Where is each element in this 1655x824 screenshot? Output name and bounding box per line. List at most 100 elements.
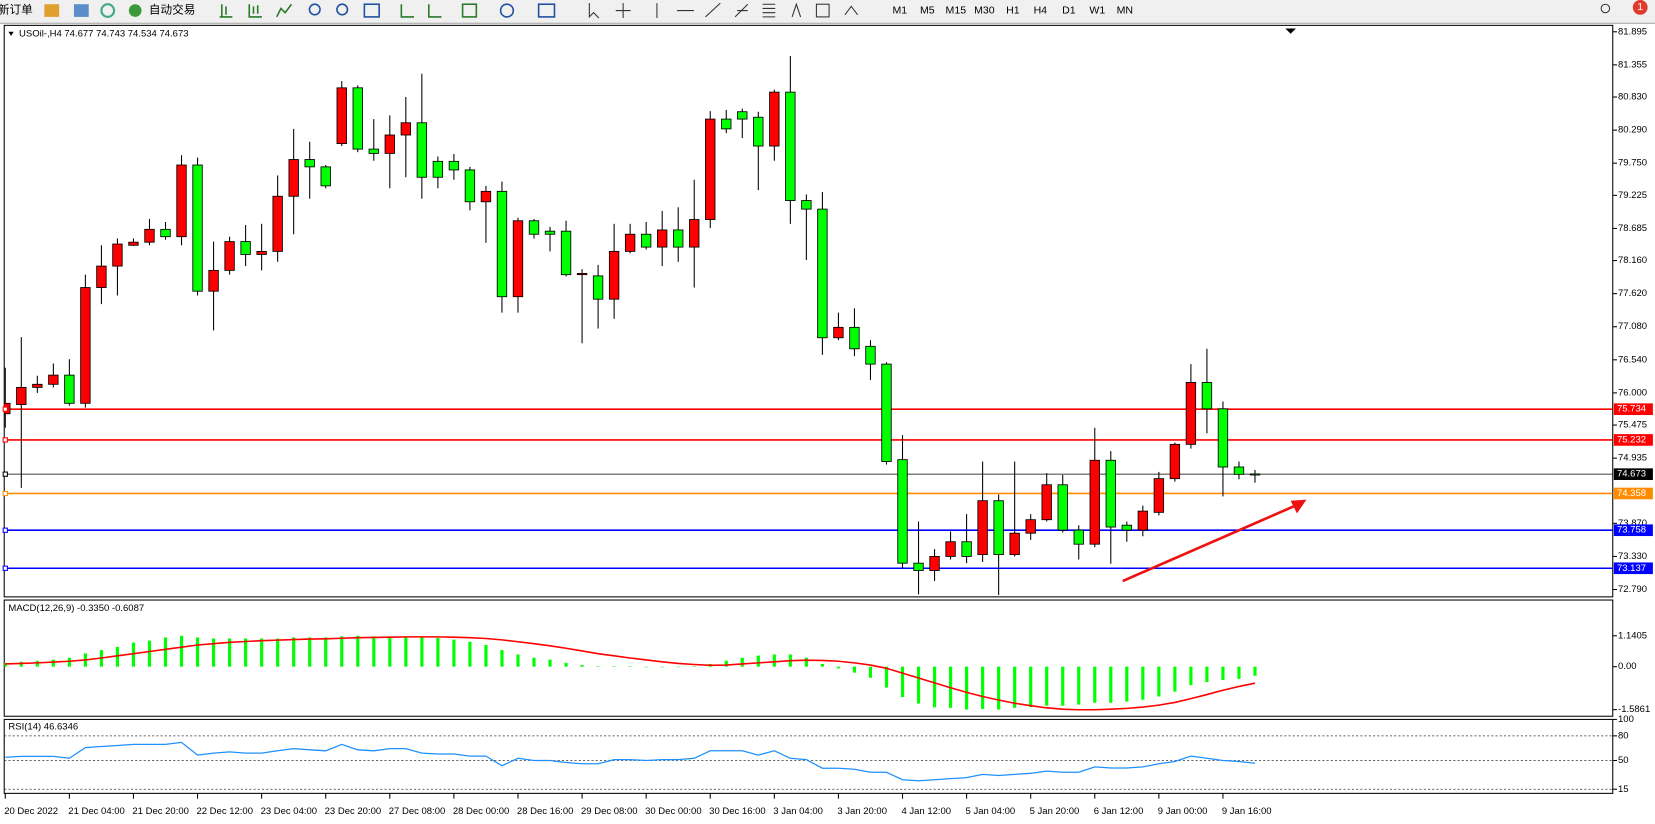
candle-body <box>480 190 492 203</box>
x-tick-label: 29 Dec 08:00 <box>581 806 638 817</box>
candle-body <box>1233 466 1245 475</box>
timeframe-button[interactable]: M1 <box>893 4 908 16</box>
icon[interactable] <box>762 3 776 18</box>
timeframe-button[interactable]: M30 <box>974 4 995 16</box>
macd-bar <box>1189 666 1193 686</box>
icon[interactable] <box>336 3 349 16</box>
macd-bar <box>676 666 680 668</box>
price-level-tag <box>1613 487 1653 500</box>
macd-bar <box>420 636 424 667</box>
candle-body <box>592 275 604 300</box>
macd-bar <box>981 666 985 709</box>
y-tick-label: 15 <box>1618 784 1629 795</box>
main-panel <box>3 24 1614 598</box>
timeframe-button[interactable]: M15 <box>946 4 967 16</box>
icon[interactable] <box>791 2 802 18</box>
y-tick-label: 73.330 <box>1618 551 1647 562</box>
candle-body <box>112 243 123 267</box>
timeframe-button[interactable]: H4 <box>1034 4 1048 16</box>
icon[interactable] <box>363 3 380 18</box>
candle-body <box>192 164 203 292</box>
auto-trading-button[interactable]: 自动交易 <box>149 3 195 17</box>
macd-bar <box>900 666 905 698</box>
rsi-panel <box>3 718 1614 794</box>
x-tick-label: 21 Dec 04:00 <box>68 806 125 817</box>
candle-body <box>1217 408 1229 468</box>
icon[interactable] <box>400 4 415 18</box>
candle-body <box>624 233 636 252</box>
macd-bar <box>740 657 744 667</box>
candle-body <box>144 228 155 243</box>
y-tick-label: 72.790 <box>1618 584 1647 595</box>
macd-bar <box>1109 666 1113 703</box>
timeframe-button[interactable]: D1 <box>1062 4 1076 16</box>
candle-body <box>544 230 556 235</box>
x-tick-label: 5 Jan 04:00 <box>966 806 1016 817</box>
candle-body <box>657 229 668 248</box>
toolbar: 新订单 自动交易 <box>0 0 1655 24</box>
search-icon[interactable] <box>1600 3 1611 14</box>
y-tick-label: 80.290 <box>1618 125 1647 136</box>
icon[interactable] <box>73 4 89 17</box>
candle-body <box>785 91 796 201</box>
candle-body <box>945 541 956 557</box>
icon[interactable] <box>428 4 442 18</box>
macd-title: MACD(12,26,9) -0.3350 -0.6087 <box>8 603 144 614</box>
x-tick-label: 3 Jan 04:00 <box>773 806 823 817</box>
macd-plot <box>4 635 1257 711</box>
auto-trading-icon[interactable] <box>128 4 142 17</box>
icon[interactable] <box>248 4 262 18</box>
x-tick-label: 20 Dec 2022 <box>4 806 58 817</box>
icon[interactable] <box>815 3 830 18</box>
candle-body <box>224 241 235 271</box>
candle-body <box>496 190 508 298</box>
timeframe-button[interactable]: MN <box>1117 4 1133 16</box>
macd-bar <box>452 639 456 667</box>
icon[interactable] <box>499 3 515 18</box>
macd-panel <box>3 599 1614 717</box>
timeframe-button[interactable]: H1 <box>1006 4 1020 16</box>
macd-signal <box>5 636 1256 711</box>
price-level-label: 73.758 <box>1617 525 1646 536</box>
candle-body <box>833 326 844 339</box>
macd-bar <box>1077 666 1081 705</box>
timeframe-button[interactable]: W1 <box>1089 4 1105 16</box>
candle-body <box>1025 519 1036 534</box>
y-tick-label: 78.160 <box>1618 255 1647 266</box>
icon[interactable] <box>276 3 293 18</box>
icon[interactable] <box>308 3 321 16</box>
macd-bar <box>356 635 360 667</box>
icon[interactable] <box>461 3 478 18</box>
macd-bar <box>1221 666 1225 680</box>
macd-bar <box>1157 666 1161 697</box>
candle-body <box>849 326 860 350</box>
icon[interactable] <box>537 3 556 18</box>
icon[interactable] <box>844 5 859 16</box>
icon[interactable] <box>219 4 233 18</box>
icon[interactable] <box>615 3 631 18</box>
y-tick-label: 76.000 <box>1618 387 1647 398</box>
macd-bar <box>756 655 760 667</box>
macd-bar <box>1141 666 1145 700</box>
icon[interactable] <box>44 4 60 17</box>
icon[interactable] <box>705 2 721 18</box>
candle-body <box>1137 510 1149 531</box>
y-tick-label: 75.475 <box>1618 420 1647 431</box>
alert-badge[interactable] <box>1632 0 1648 15</box>
rsi-line <box>5 741 1256 782</box>
macd-bar <box>628 666 632 667</box>
candle-body <box>881 363 892 462</box>
price-level-tag <box>1613 562 1653 575</box>
icon[interactable] <box>588 3 600 19</box>
y-tick-label: 77.080 <box>1618 321 1647 332</box>
macd-bar <box>484 645 488 667</box>
draw-tools <box>588 2 1611 19</box>
new-order-button[interactable]: 新订单 <box>0 3 33 17</box>
timeframe-button[interactable]: M5 <box>920 4 935 16</box>
candle-body <box>705 118 716 220</box>
icon[interactable] <box>100 3 116 18</box>
macd-bar <box>67 657 71 667</box>
y-tick-label: 78.685 <box>1618 223 1647 234</box>
icon[interactable] <box>734 3 749 18</box>
